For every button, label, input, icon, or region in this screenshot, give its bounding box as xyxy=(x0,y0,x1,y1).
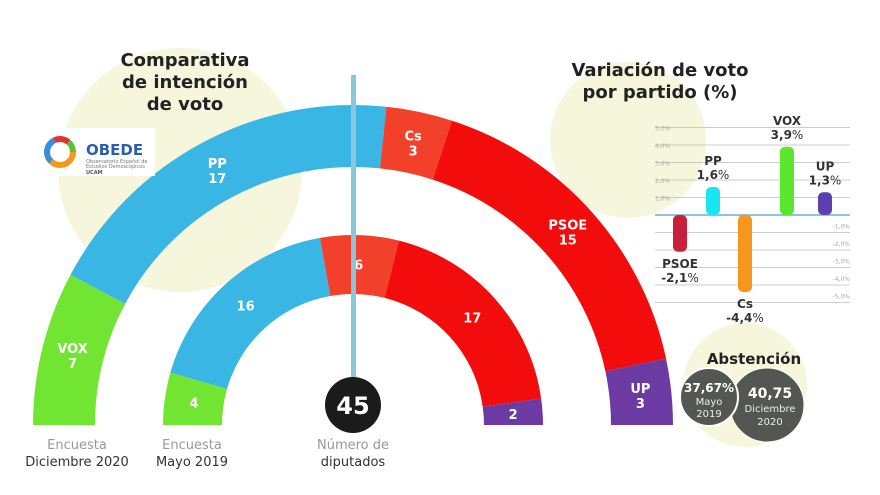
abstention-2019-line2: 2019 xyxy=(696,409,721,420)
seat-segment-1-pp xyxy=(170,237,331,389)
bar-category-label: UP xyxy=(816,159,835,173)
seat-value-label: 2 xyxy=(509,408,518,423)
y-tick-label: 3,0% xyxy=(655,161,671,168)
bar-value-label: 3,9% xyxy=(771,128,804,142)
y-tick-label: 1,0% xyxy=(655,196,671,203)
y-tick-label: -1,0% xyxy=(833,224,851,231)
bar-category-label: PSOE xyxy=(662,257,698,271)
seat-value-label: 17 xyxy=(208,172,226,187)
bar-up xyxy=(818,192,832,215)
abstention-2020-value: 40,75 xyxy=(748,386,792,402)
ring-inner-label-1: Encuesta xyxy=(162,438,222,453)
seats-label-1: Número de xyxy=(317,438,389,453)
seat-value-label: 3 xyxy=(636,397,645,412)
title-line-1: Comparativa xyxy=(120,50,249,71)
seat-value-label: 4 xyxy=(190,397,199,412)
seats-label-2: diputados xyxy=(321,455,386,470)
svg-text:Observatorio Español de: Observatorio Español de xyxy=(86,159,147,165)
svg-text:Estudios Demoscópicos: Estudios Demoscópicos xyxy=(86,163,145,170)
bar-value-label: -2,1% xyxy=(661,271,699,285)
seat-segment-1-up xyxy=(482,398,543,425)
seat-party-label: PSOE xyxy=(548,219,587,234)
seat-value-label: 17 xyxy=(463,312,481,327)
center-line xyxy=(351,75,356,395)
bar-category-label: PP xyxy=(704,154,722,168)
bar-cs xyxy=(738,215,752,292)
seat-party-label: VOX xyxy=(57,342,87,357)
bar-value-label: -4,4% xyxy=(726,311,764,325)
seats-total: 45 xyxy=(336,392,369,420)
y-tick-label: 2,0% xyxy=(655,178,671,185)
bar-vox xyxy=(780,146,794,215)
abstention-2020-line1: Diciembre xyxy=(744,404,795,415)
seat-value-label: 7 xyxy=(68,357,77,372)
seat-party-label: PP xyxy=(208,157,227,172)
seat-party-label: UP xyxy=(630,382,650,397)
bar-pp xyxy=(706,187,720,215)
bg-circle-right xyxy=(550,62,706,218)
seat-segment-0-vox xyxy=(33,274,126,425)
abstention-circle-2019 xyxy=(679,367,739,427)
seats-total-circle xyxy=(325,377,381,433)
y-tick-label: -5,0% xyxy=(833,294,851,301)
seat-segment-0-up xyxy=(605,358,673,425)
seat-value-label: 6 xyxy=(354,259,363,274)
seat-segment-1-cs xyxy=(320,235,399,298)
variation-title-2: por partido (%) xyxy=(582,82,737,103)
abstention-title: Abstención xyxy=(707,350,801,368)
ring-inner-label-2: Mayo 2019 xyxy=(156,455,228,470)
seat-segment-1-vox xyxy=(163,372,228,425)
abstention-2019-line1: Mayo xyxy=(696,397,723,408)
seat-value-label: 15 xyxy=(559,234,577,249)
bar-psoe xyxy=(673,215,687,252)
abstention-2019-value: 37,67% xyxy=(684,381,734,395)
title-line-3: de voto xyxy=(147,94,223,115)
seat-party-label: Cs xyxy=(404,129,422,144)
svg-text:OBEDE: OBEDE xyxy=(86,141,143,159)
obede-logo: OBEDE Observatorio Español de Estudios D… xyxy=(35,128,155,176)
y-tick-label: 5,0% xyxy=(655,126,671,133)
svg-text:UCAM: UCAM xyxy=(86,170,103,176)
seat-segment-0-pp xyxy=(70,104,387,304)
bar-value-label: 1,3% xyxy=(809,173,842,187)
y-tick-label: -2,0% xyxy=(833,241,851,248)
seat-segment-0-psoe xyxy=(432,120,667,372)
title-line-2: de intención xyxy=(122,72,248,93)
bar-value-label: 1,6% xyxy=(697,168,730,182)
seat-value-label: 3 xyxy=(409,144,418,159)
seat-value-label: 16 xyxy=(237,300,255,315)
seat-segment-0-cs xyxy=(379,106,452,180)
bar-category-label: VOX xyxy=(773,114,802,128)
ring-outer-label-1: Encuesta xyxy=(47,438,107,453)
variation-title-1: Variación de voto xyxy=(571,60,748,81)
y-tick-label: -4,0% xyxy=(833,276,851,283)
abstention-2020-line2: 2020 xyxy=(757,417,782,428)
seat-segment-1-psoe xyxy=(384,240,542,407)
ring-outer-label-2: Diciembre 2020 xyxy=(25,455,129,470)
y-tick-label: 4,0% xyxy=(655,143,671,150)
y-tick-label: -3,0% xyxy=(833,259,851,266)
bar-category-label: Cs xyxy=(737,297,753,311)
